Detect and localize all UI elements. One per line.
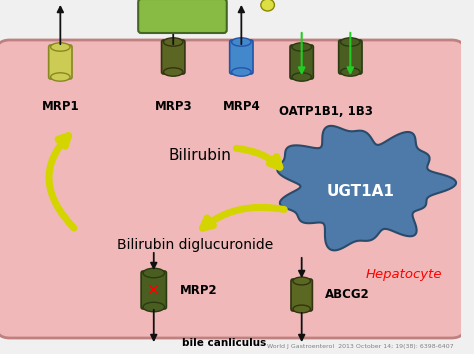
Ellipse shape bbox=[164, 68, 183, 76]
FancyBboxPatch shape bbox=[291, 279, 312, 311]
Ellipse shape bbox=[293, 305, 310, 313]
FancyBboxPatch shape bbox=[338, 40, 362, 74]
Text: MRP1: MRP1 bbox=[42, 100, 79, 113]
Text: bile canliculus: bile canliculus bbox=[182, 338, 266, 348]
FancyBboxPatch shape bbox=[138, 0, 227, 33]
Ellipse shape bbox=[293, 277, 310, 285]
Ellipse shape bbox=[143, 302, 164, 312]
Text: UGT1A1: UGT1A1 bbox=[326, 184, 394, 200]
Ellipse shape bbox=[51, 43, 70, 51]
Text: ABCG2: ABCG2 bbox=[325, 289, 370, 302]
Ellipse shape bbox=[341, 38, 360, 46]
Text: MRP3: MRP3 bbox=[155, 100, 192, 113]
Text: World J Gastroenterol  2013 October 14; 19(38): 6398-6407: World J Gastroenterol 2013 October 14; 1… bbox=[267, 344, 454, 349]
Ellipse shape bbox=[51, 73, 70, 81]
Text: MRP4: MRP4 bbox=[222, 100, 260, 113]
FancyBboxPatch shape bbox=[162, 40, 185, 74]
Ellipse shape bbox=[232, 68, 251, 76]
Ellipse shape bbox=[164, 38, 183, 46]
Ellipse shape bbox=[143, 268, 164, 278]
Polygon shape bbox=[277, 126, 456, 250]
Ellipse shape bbox=[232, 38, 251, 46]
FancyBboxPatch shape bbox=[49, 45, 72, 79]
FancyBboxPatch shape bbox=[290, 45, 313, 79]
Text: ✕: ✕ bbox=[146, 282, 161, 300]
Ellipse shape bbox=[261, 0, 274, 11]
FancyBboxPatch shape bbox=[230, 40, 253, 74]
FancyBboxPatch shape bbox=[141, 271, 166, 309]
Text: MRP2: MRP2 bbox=[180, 285, 218, 297]
Text: Bilirubin: Bilirubin bbox=[168, 148, 231, 163]
Ellipse shape bbox=[341, 68, 360, 76]
Ellipse shape bbox=[292, 73, 311, 81]
Text: OATP1B1, 1B3: OATP1B1, 1B3 bbox=[279, 105, 373, 118]
Text: Hepatocyte: Hepatocyte bbox=[365, 268, 442, 281]
Ellipse shape bbox=[292, 43, 311, 51]
FancyBboxPatch shape bbox=[0, 40, 466, 338]
Text: Bilirubin diglucuronide: Bilirubin diglucuronide bbox=[117, 238, 273, 252]
